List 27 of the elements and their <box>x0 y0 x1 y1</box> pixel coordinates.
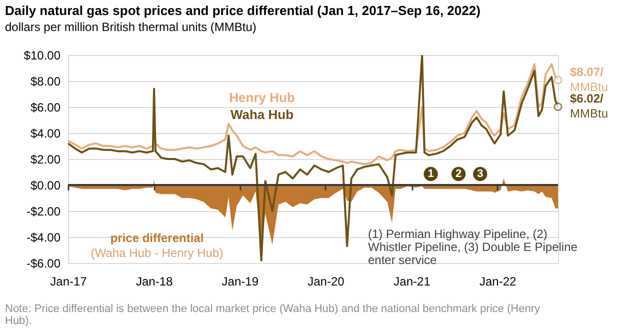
annotation: 1 <box>428 168 434 180</box>
y-tick-label: $4.00 <box>30 126 61 140</box>
text: Note: Price differential is between the local market price (Waha Hub) and the national benchmark price (Henry Hub). <box>5 303 540 327</box>
annotation: 2 <box>455 168 462 180</box>
y-tick-label: -$6.00 <box>26 256 61 270</box>
x-tick-label: Jan-22 <box>479 274 517 288</box>
annotation: (1) Permian Highway Pipeline, (2) Whistler Pipeline, (3) Double E Pipeline enter service <box>368 227 578 267</box>
x-tick-label: Jan-19 <box>222 274 259 288</box>
y-tick-label: $2.00 <box>30 152 61 166</box>
series-label: price differential (Waha Hub - Henry Hub) <box>90 231 224 260</box>
y-tick-label: $0.00 <box>30 178 61 192</box>
annotation: 3 <box>477 168 484 180</box>
y-tick-label: -$2.00 <box>26 204 61 218</box>
y-tick-label: -$4.00 <box>26 230 61 244</box>
chart-subtitle: dollars per million British thermal units (MMBtu) <box>5 20 256 34</box>
series-label: Waha Hub <box>230 107 294 122</box>
y-tick-label: $10.00 <box>24 48 61 62</box>
chart-title: Daily natural gas spot prices and price differential (Jan 1, 2017–Sep 16, 2022) <box>5 3 480 18</box>
annotation: $8.07/ MMBtu <box>570 65 608 94</box>
x-tick-label: Jan-18 <box>136 274 173 288</box>
series-label: Henry Hub <box>229 90 295 105</box>
y-tick-label: $6.00 <box>30 100 61 114</box>
x-tick-label: Jan-17 <box>50 274 88 288</box>
x-tick-label: Jan-20 <box>308 274 345 288</box>
annotation: $6.02/ MMBtu <box>570 92 608 121</box>
x-tick-label: Jan-21 <box>394 274 431 288</box>
y-tick-label: $8.00 <box>30 74 61 88</box>
